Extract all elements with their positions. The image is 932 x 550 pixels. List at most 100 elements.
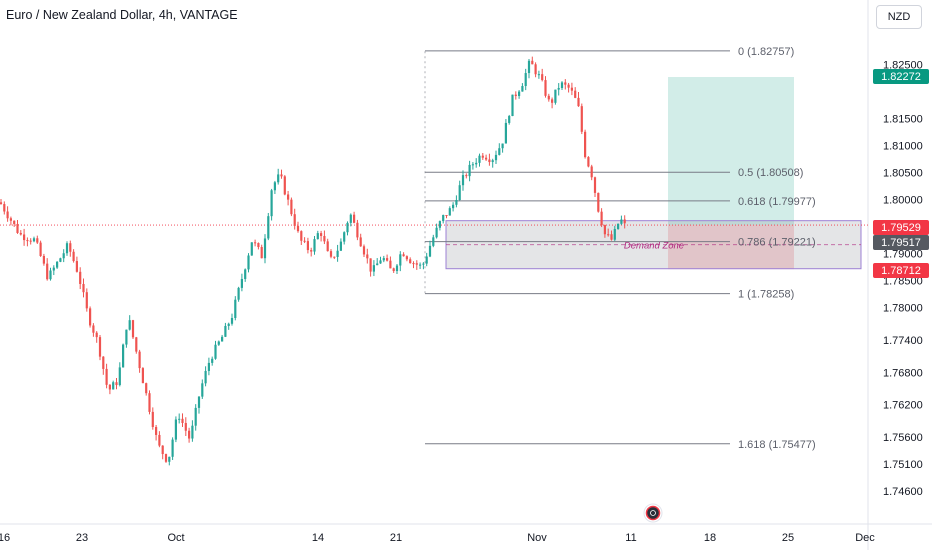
candle: [138, 349, 141, 373]
candle-body: [194, 407, 197, 426]
candle: [234, 296, 237, 321]
candle: [164, 453, 168, 463]
position-stop-area[interactable]: [668, 225, 794, 270]
candle: [98, 334, 102, 361]
replay-icon[interactable]: [643, 503, 663, 523]
price-tag-label: 1.82272: [881, 71, 921, 83]
candle-body: [428, 245, 432, 257]
candle: [620, 215, 623, 225]
price-tick-label: 1.78500: [883, 276, 923, 288]
price-tick-label: 1.74600: [883, 486, 923, 498]
candle: [501, 143, 504, 153]
candle: [475, 158, 478, 168]
candle-body: [273, 182, 276, 191]
candle-body: [461, 175, 465, 186]
candle-body: [379, 260, 382, 264]
price-tag-label: 1.79529: [881, 222, 921, 234]
candle-body: [250, 242, 253, 256]
time-axis[interactable]: 16 23 Oct 14 21 Nov 11 18 25 Dec: [0, 532, 875, 544]
candle: [224, 322, 227, 338]
candle: [372, 260, 375, 277]
candle: [240, 273, 243, 292]
candle-body: [29, 240, 32, 242]
demand-zone-box[interactable]: Demand Zone: [0, 220, 868, 270]
candle: [584, 129, 587, 159]
candle-body: [211, 358, 214, 363]
candle: [300, 230, 303, 245]
candle-body: [184, 422, 187, 431]
candle: [95, 331, 98, 343]
long-position-tool[interactable]: [668, 76, 794, 270]
candle-body: [267, 216, 270, 239]
candle: [65, 241, 69, 256]
candle: [458, 180, 461, 201]
candle-body: [405, 256, 408, 260]
candle: [511, 94, 514, 117]
candle-body: [392, 268, 395, 272]
candle-body: [32, 238, 36, 242]
candle: [353, 211, 356, 224]
time-tick-label: 16: [0, 532, 10, 544]
candle-body: [577, 97, 580, 107]
candle: [461, 170, 465, 191]
candle: [504, 119, 507, 144]
candle: [75, 256, 78, 273]
time-tick-label: 23: [76, 532, 88, 544]
candle-body: [296, 225, 300, 232]
candle: [359, 233, 362, 247]
candle-body: [98, 337, 102, 357]
candle: [293, 208, 296, 230]
candle: [333, 256, 336, 260]
candle: [379, 256, 382, 264]
candle-body: [580, 106, 583, 132]
candle: [547, 93, 550, 102]
candle: [405, 255, 408, 262]
candle-body: [168, 456, 171, 462]
candle-body: [316, 233, 319, 240]
candle-body: [280, 174, 283, 177]
candle: [623, 215, 626, 229]
time-tick-label: Dec: [855, 532, 875, 544]
candle: [392, 267, 395, 273]
time-tick-label: 25: [782, 532, 794, 544]
candle: [531, 56, 534, 65]
candle-body: [557, 87, 560, 90]
candle: [432, 234, 435, 248]
candle: [323, 230, 326, 245]
candle: [362, 244, 366, 258]
candle: [270, 188, 273, 221]
candle: [518, 90, 521, 99]
candle-body: [290, 199, 293, 215]
candle-body: [131, 320, 135, 338]
candle: [161, 445, 164, 460]
time-tick-label: 14: [312, 532, 324, 544]
candle-body: [201, 383, 204, 397]
candle: [19, 230, 22, 236]
candle-body: [412, 263, 415, 265]
candle-body: [339, 241, 342, 251]
candle-body: [39, 242, 42, 256]
candle: [567, 82, 570, 93]
fibonacci-retracement[interactable]: 0 (1.82757) 0.5 (1.80508) 0.618 (1.79977) 0…: [424, 46, 816, 451]
currency-button[interactable]: NZD: [876, 5, 922, 29]
price-tick-label: 1.81000: [883, 141, 923, 153]
candle: [108, 384, 111, 395]
price-axis[interactable]: 1.82500 1.81500 1.81000 1.80500 1.80000 1.790…: [883, 60, 923, 498]
candle: [557, 83, 560, 96]
candle: [448, 206, 451, 216]
candle: [52, 265, 55, 276]
candle: [214, 340, 217, 360]
candle-body: [494, 154, 498, 161]
candle-body: [158, 434, 161, 446]
candle-body: [263, 238, 267, 259]
candle-body: [422, 263, 425, 265]
candle: [207, 357, 210, 376]
candle: [204, 366, 207, 387]
candle-body: [518, 91, 521, 96]
candle-body: [448, 208, 451, 216]
candle: [102, 356, 105, 375]
candle-body: [138, 351, 141, 369]
candle-body: [62, 253, 65, 259]
candle: [227, 322, 230, 330]
